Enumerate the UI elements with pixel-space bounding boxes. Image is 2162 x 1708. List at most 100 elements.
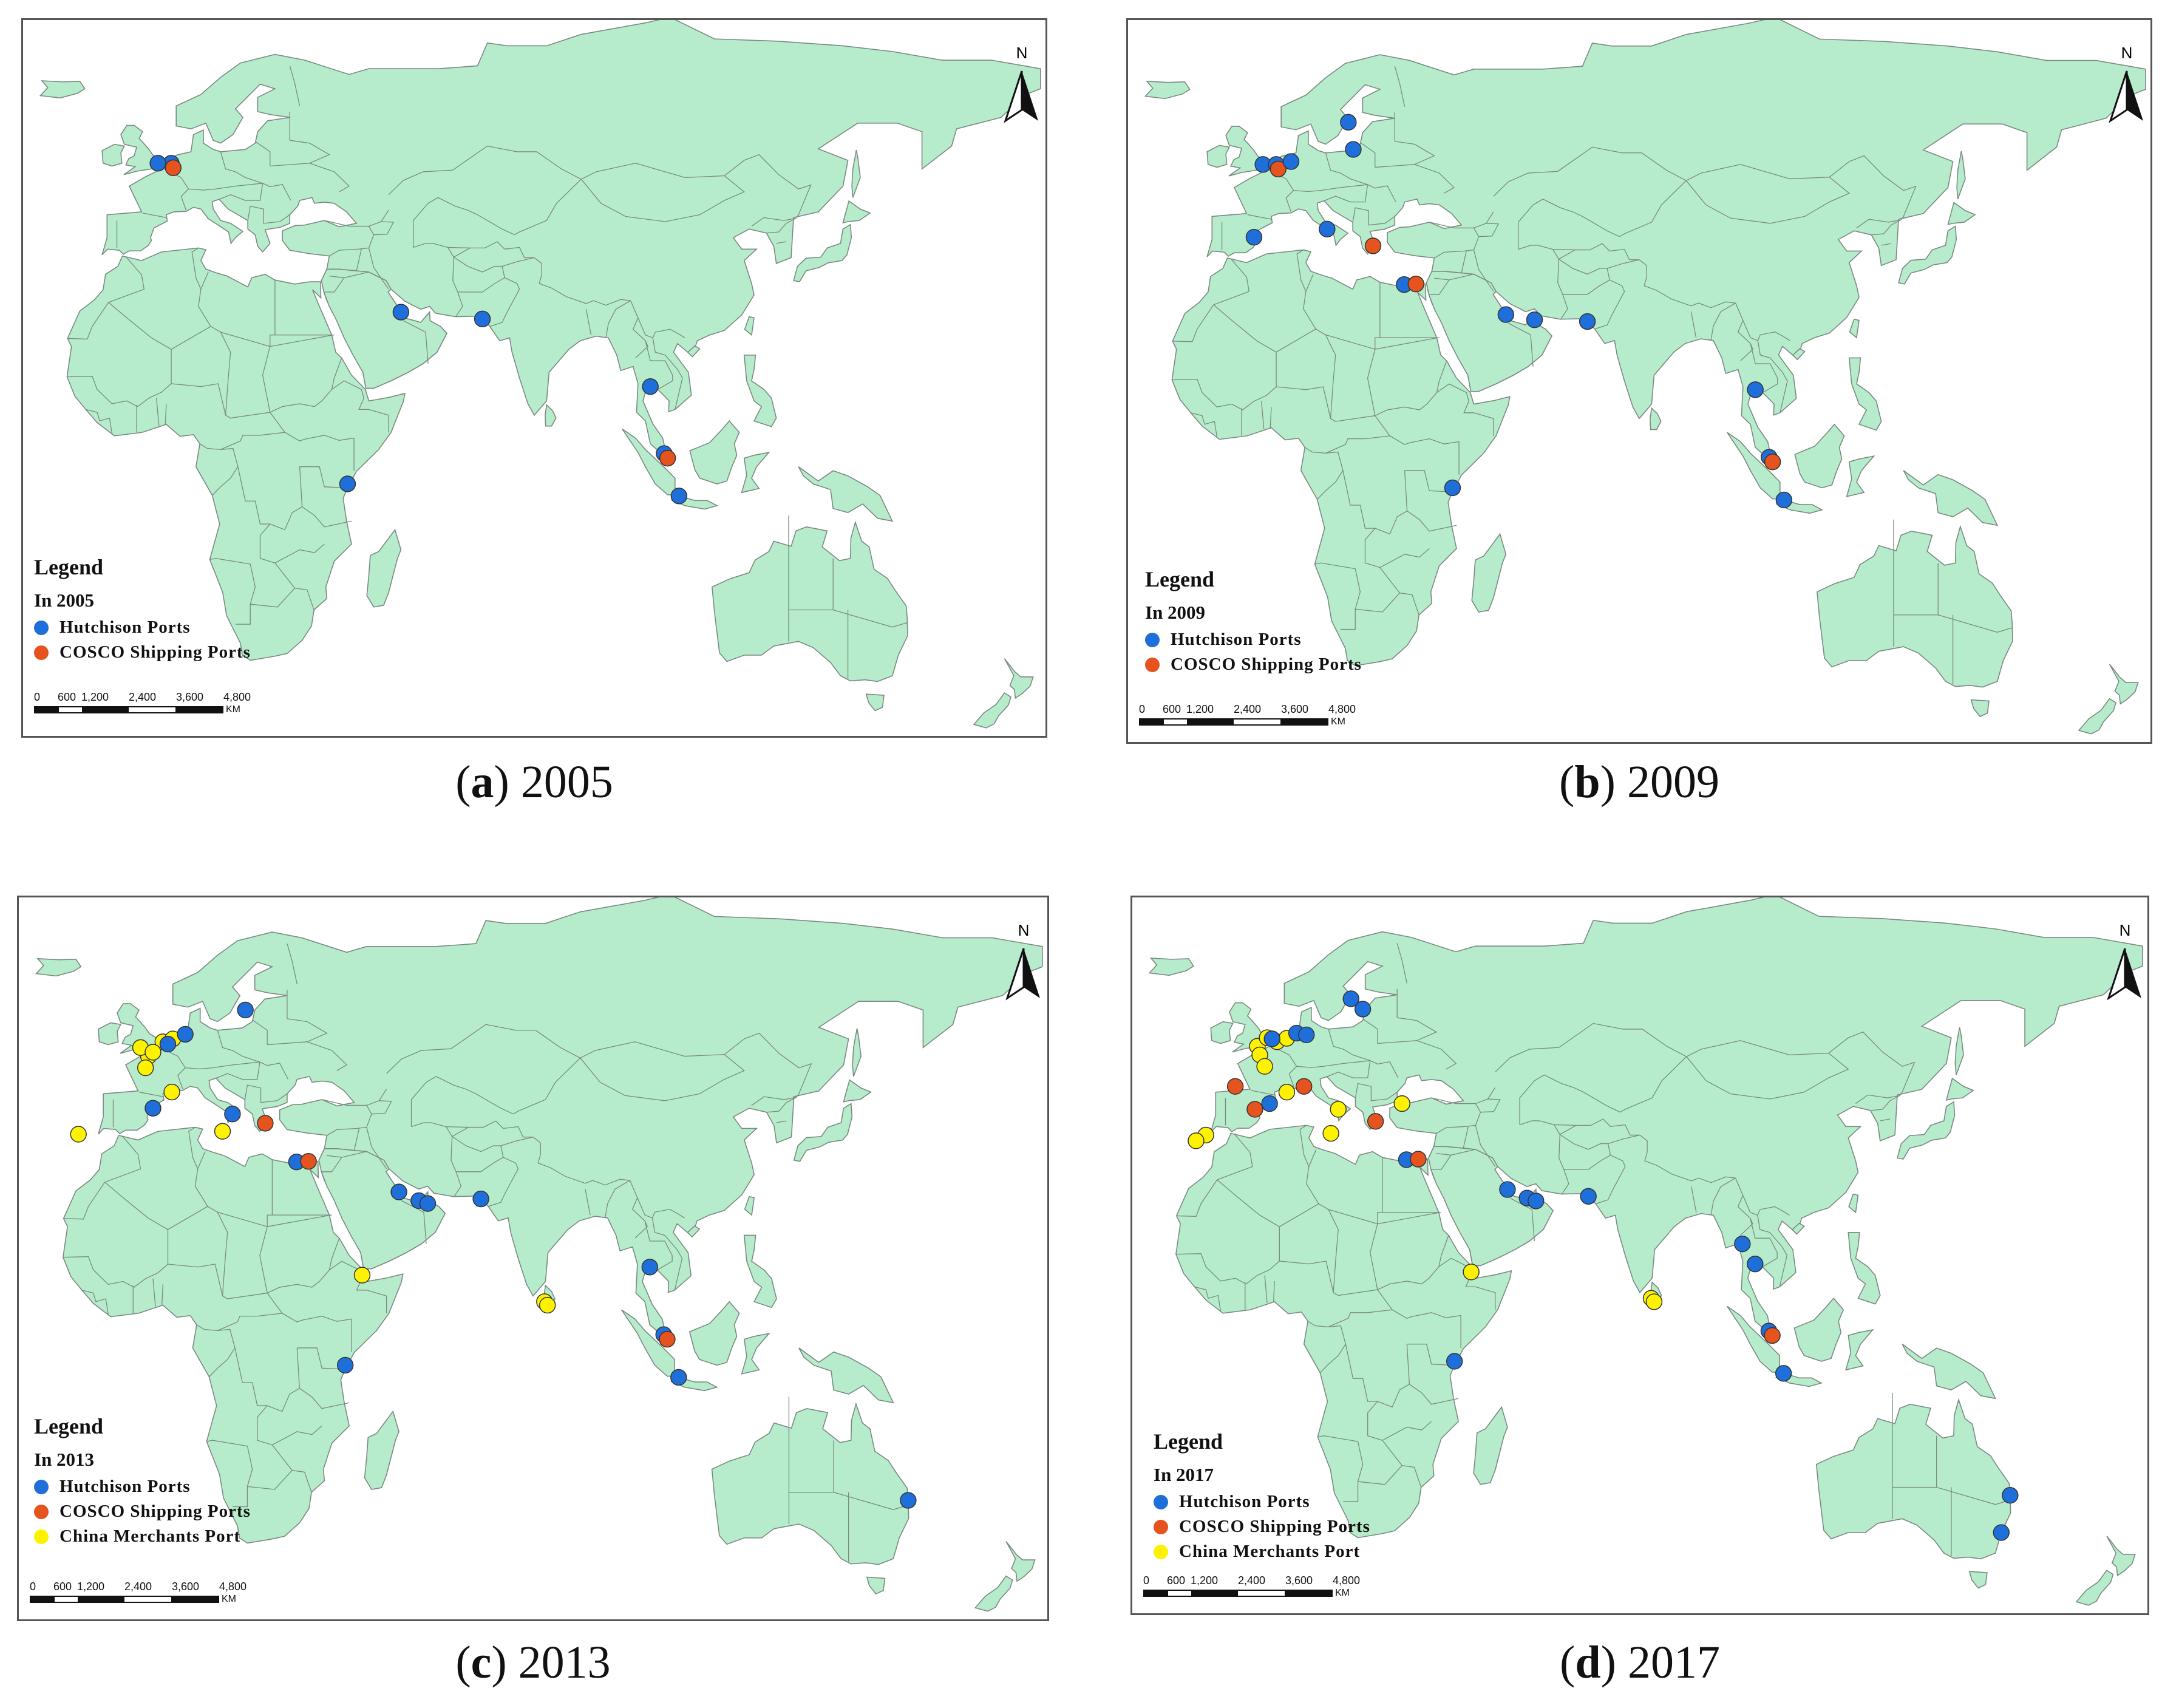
ports-layer xyxy=(1245,114,1793,509)
country-border xyxy=(1261,401,1265,429)
north-label: N xyxy=(1016,44,1028,62)
landmass xyxy=(1428,1146,1554,1267)
country-border xyxy=(776,241,787,244)
country-border xyxy=(274,562,295,589)
country-border xyxy=(329,275,344,279)
port-marker-china-merchants xyxy=(1463,1264,1480,1281)
border-layer xyxy=(63,943,909,1562)
port-marker-cosco xyxy=(1367,1113,1384,1130)
country-border xyxy=(270,358,342,413)
country-border xyxy=(1382,1440,1402,1466)
scale-tick-label: 0 xyxy=(1143,1574,1150,1587)
country-border xyxy=(220,332,231,415)
country-border xyxy=(369,221,395,236)
country-border xyxy=(1191,412,1218,437)
country-border xyxy=(1495,1022,1687,1073)
port-marker-hutchison xyxy=(1282,153,1300,170)
legend-item-hutchison: Hutchison Ports xyxy=(1145,630,1362,650)
landmass xyxy=(1426,270,1552,392)
country-border xyxy=(1288,1055,1297,1088)
country-border xyxy=(1552,243,1639,260)
port-marker-hutchison xyxy=(1747,1255,1764,1273)
country-border xyxy=(1710,302,1736,341)
landmass xyxy=(2075,1570,2114,1606)
scale-unit: KM xyxy=(222,1594,236,1604)
port-marker-hutchison xyxy=(1497,306,1515,323)
landmass xyxy=(2078,698,2116,735)
landmass xyxy=(39,80,86,99)
landmass xyxy=(689,420,740,485)
landmass xyxy=(866,1576,886,1595)
scale-bar: 0 600 1,200 2,400 3,600 4,800 KM xyxy=(34,691,251,715)
country-border xyxy=(188,183,291,201)
landmass xyxy=(1473,1406,1508,1485)
country-border xyxy=(200,271,209,290)
country-border xyxy=(217,1030,260,1063)
scale-tick-label: 1,200 xyxy=(1186,703,1214,715)
port-marker-cosco xyxy=(1246,1101,1263,1118)
landmass xyxy=(1175,1124,1512,1539)
country-border xyxy=(1880,1118,1891,1121)
country-border xyxy=(1299,1124,1319,1204)
port-marker-cosco xyxy=(1296,1078,1313,1095)
country-border xyxy=(1307,1321,1347,1373)
country-border xyxy=(1194,1286,1222,1312)
country-border xyxy=(287,943,297,984)
country-border xyxy=(267,1237,340,1294)
landmass xyxy=(1171,249,1511,667)
port-marker-cosco xyxy=(300,1153,317,1170)
scale-tick-label: 2,400 xyxy=(1234,703,1262,715)
scale-unit: KM xyxy=(1335,1588,1350,1598)
country-border xyxy=(1429,273,1474,295)
country-border xyxy=(766,217,797,234)
country-border xyxy=(299,1387,350,1409)
landmass xyxy=(743,354,777,427)
country-border xyxy=(299,466,348,489)
port-marker-hutchison xyxy=(474,310,491,328)
landmass xyxy=(1848,1231,1881,1305)
scale-tick-label: 600 xyxy=(1163,703,1181,715)
port-marker-hutchison xyxy=(237,1001,254,1019)
legend-item-hutchison: Hutchison Ports xyxy=(1154,1492,1370,1512)
land-layer xyxy=(1148,897,2143,1606)
country-border xyxy=(188,1127,208,1207)
country-border xyxy=(1359,142,1376,168)
port-marker-china-merchants xyxy=(539,1296,556,1314)
country-border xyxy=(67,302,109,340)
landmass xyxy=(1004,658,1034,699)
port-marker-hutchison xyxy=(1993,1524,2010,1541)
country-border xyxy=(381,209,389,222)
country-border xyxy=(1213,304,1440,353)
scale-bar: 0 600 1,200 2,400 3,600 4,800 KM xyxy=(30,1580,246,1605)
north-arrow-icon xyxy=(1004,70,1038,123)
country-border xyxy=(1379,567,1400,593)
country-border xyxy=(1855,1094,1900,1104)
legend-title: Legend xyxy=(34,1414,104,1438)
legend-year: In 2013 xyxy=(34,1449,95,1470)
country-border xyxy=(1685,177,1850,224)
country-border xyxy=(324,271,369,293)
country-border xyxy=(296,1347,301,1389)
landmass xyxy=(712,520,908,682)
country-border xyxy=(1296,1060,1399,1078)
country-border xyxy=(1407,510,1457,532)
caption-year: 2017 xyxy=(1627,1637,1720,1688)
country-border xyxy=(199,443,239,496)
country-border xyxy=(368,248,389,290)
country-border xyxy=(1619,180,1687,237)
landmass xyxy=(1849,318,1860,339)
landmass xyxy=(1815,1398,2011,1560)
country-border xyxy=(1559,250,1576,260)
port-marker-hutchison xyxy=(144,1100,161,1117)
scale-tick-label: 4,800 xyxy=(1328,703,1356,715)
port-marker-hutchison xyxy=(1342,990,1359,1007)
port-marker-china-merchants xyxy=(214,1123,231,1140)
port-marker-hutchison xyxy=(1526,311,1543,328)
country-border xyxy=(1324,185,1368,203)
scale-tick-label: 2,400 xyxy=(1238,1574,1266,1587)
scale-tick-label: 0 xyxy=(30,1580,36,1593)
country-border xyxy=(1375,337,1439,350)
country-border xyxy=(1559,259,1610,295)
country-border xyxy=(1560,1124,1577,1135)
country-border xyxy=(216,1062,260,1080)
